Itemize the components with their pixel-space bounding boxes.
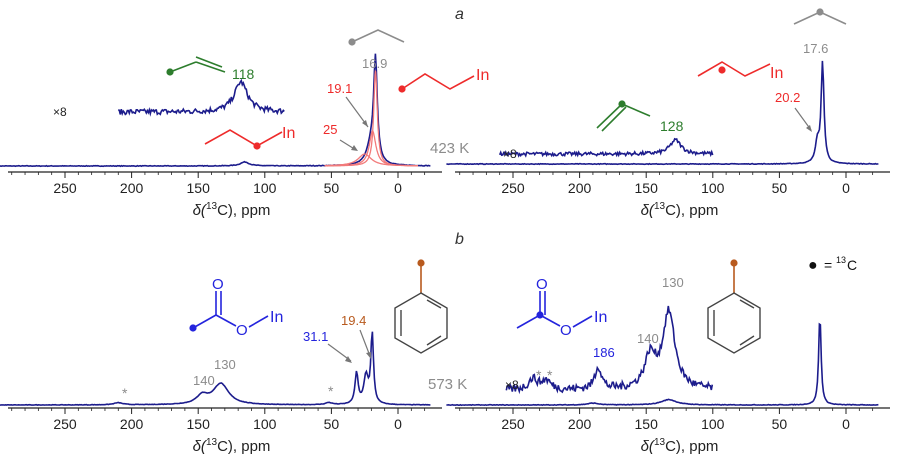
oxygen-label: O xyxy=(236,322,248,339)
indium-label: In xyxy=(282,125,295,142)
peak-label-25: 25 xyxy=(323,122,337,137)
peak-label-140: 140 xyxy=(637,331,659,346)
x-tick-label: 0 xyxy=(842,416,850,432)
peak-label-118: 118 xyxy=(232,66,255,82)
x-tick-label: 100 xyxy=(701,180,725,196)
spectrum-line xyxy=(0,53,431,168)
spectrum-line xyxy=(446,322,879,407)
peak-label-140: 140 xyxy=(193,373,215,388)
peak-label-16-9: 16.9 xyxy=(362,56,387,71)
indium-label: In xyxy=(594,309,607,326)
13c-marker-icon xyxy=(618,100,626,108)
x-tick-label: 0 xyxy=(394,416,402,432)
x-tick-label: 150 xyxy=(187,180,211,196)
x-tick-label: 0 xyxy=(842,180,850,196)
x-tick-label: 250 xyxy=(53,416,77,432)
oxygen-label: O xyxy=(536,276,548,293)
x-tick-label: 50 xyxy=(772,416,788,432)
x-tick-label: 250 xyxy=(501,416,525,432)
peak-label-31-1: 31.1 xyxy=(303,329,328,344)
peak-label-20-2: 20.2 xyxy=(775,90,800,105)
x-tick-label: 200 xyxy=(120,416,144,432)
sideband-star: * xyxy=(536,367,542,383)
peak-label-130: 130 xyxy=(214,357,236,372)
13c-marker-icon xyxy=(253,142,261,150)
indium-label: In xyxy=(770,65,783,82)
spectrum-x8-line xyxy=(117,78,285,117)
spectra-layer xyxy=(0,53,879,407)
peak-label-128: 128 xyxy=(660,118,684,134)
peak-label-130: 130 xyxy=(662,275,684,290)
panel-a-right-annotations: 128 ×8 In 17.6 20.2 xyxy=(503,8,847,161)
x-axis-label: δ(13C), ppm xyxy=(641,201,719,219)
sideband-star: * xyxy=(122,385,128,401)
isotope-legend: ● = 13 C xyxy=(808,255,857,274)
x-tick-label: 250 xyxy=(501,180,525,196)
temperature-label-423k: 423 K xyxy=(430,140,469,157)
x-tick-label: 50 xyxy=(772,180,788,196)
x-tick-label: 100 xyxy=(253,416,277,432)
legend-dot-icon: ● xyxy=(808,257,818,274)
x-axis-label: δ(13C), ppm xyxy=(193,437,271,455)
legend-element: C xyxy=(847,257,857,273)
x-axis-label: δ(13C), ppm xyxy=(193,201,271,219)
indium-label: In xyxy=(476,67,489,84)
13c-marker-icon xyxy=(536,311,544,319)
x-tick-label: 100 xyxy=(701,416,725,432)
x-tick-label: 50 xyxy=(324,180,340,196)
scale-x8-a-left: ×8 xyxy=(53,105,67,119)
x-axis-label: δ(13C), ppm xyxy=(641,437,719,455)
panel-b-right-annotations: O O In 186 140 130 * * ×8 ● = 13 C xyxy=(505,255,857,392)
sideband-star: * xyxy=(328,383,334,399)
13c-marker-icon xyxy=(816,8,824,16)
scale-x8-b-right: ×8 xyxy=(505,378,519,392)
13c-marker-icon xyxy=(398,85,406,93)
temperature-label-573k: 573 K xyxy=(428,376,467,393)
peak-label-186: 186 xyxy=(593,345,615,360)
panel-label-b: b xyxy=(455,231,464,248)
panel-b-left-annotations: O O In 31.1 19.4 140 130 * * 573 K xyxy=(122,259,467,401)
x-tick-label: 200 xyxy=(568,416,592,432)
peak-label-19-1: 19.1 xyxy=(327,81,352,96)
spectrum-x8-line xyxy=(498,137,714,158)
x-tick-label: 50 xyxy=(324,416,340,432)
x-tick-label: 150 xyxy=(635,180,659,196)
panel-a-left-annotations: 118 ×8 In In 16.9 19.1 25 423 K xyxy=(53,29,489,157)
spectrum-line xyxy=(446,60,879,166)
axes-layer: 250 200 150 100 50 0 δ(13C), ppm 250 200 150 100 50… xyxy=(8,171,890,455)
panel-label-a: a xyxy=(455,6,464,23)
x-tick-label: 150 xyxy=(635,416,659,432)
x-tick-label: 250 xyxy=(53,180,77,196)
peak-label-19-4: 19.4 xyxy=(341,313,366,328)
x-tick-label: 100 xyxy=(253,180,277,196)
oxygen-label: O xyxy=(212,276,224,293)
13c-marker-icon xyxy=(166,68,174,76)
13c-marker-icon xyxy=(718,66,726,74)
x-tick-label: 150 xyxy=(187,416,211,432)
oxygen-label: O xyxy=(560,322,572,339)
legend-isotope-sup: 13 xyxy=(836,255,846,265)
spectrum-x8-line xyxy=(505,305,714,395)
x-tick-label: 200 xyxy=(568,180,592,196)
indium-label: In xyxy=(270,309,283,326)
legend-equals: = xyxy=(824,257,832,273)
sideband-star: * xyxy=(547,367,553,383)
spectrum-line xyxy=(0,331,431,406)
x-tick-label: 200 xyxy=(120,180,144,196)
peak-label-17-6: 17.6 xyxy=(803,41,828,56)
x-tick-label: 0 xyxy=(394,180,402,196)
13c-marker-icon xyxy=(348,38,356,46)
fit-component-line xyxy=(324,153,418,167)
scale-x8-a-right: ×8 xyxy=(503,147,517,161)
